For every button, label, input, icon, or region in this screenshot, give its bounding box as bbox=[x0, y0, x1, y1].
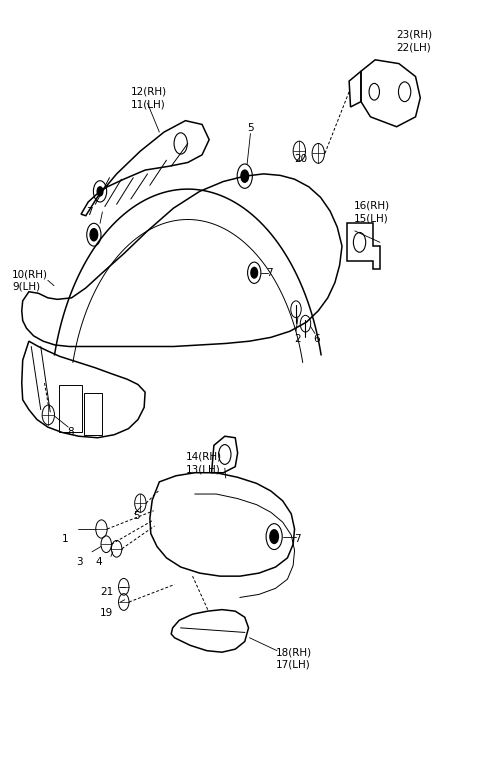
Text: 7: 7 bbox=[266, 268, 273, 278]
Circle shape bbox=[251, 267, 258, 278]
Text: 23(RH)
22(LH): 23(RH) 22(LH) bbox=[396, 30, 432, 52]
Circle shape bbox=[270, 530, 278, 543]
Circle shape bbox=[97, 187, 103, 196]
Text: 2: 2 bbox=[295, 334, 301, 344]
Text: 8: 8 bbox=[67, 427, 73, 437]
Circle shape bbox=[90, 228, 97, 241]
Text: 19: 19 bbox=[100, 607, 113, 617]
Text: 1: 1 bbox=[62, 534, 69, 544]
Text: 14(RH)
13(LH): 14(RH) 13(LH) bbox=[185, 452, 222, 474]
Text: 18(RH)
17(LH): 18(RH) 17(LH) bbox=[276, 647, 312, 669]
Text: 4: 4 bbox=[96, 557, 102, 567]
Text: 5: 5 bbox=[133, 511, 140, 521]
Bar bbox=[59, 385, 82, 433]
Text: 7: 7 bbox=[295, 534, 301, 544]
Text: 16(RH)
15(LH): 16(RH) 15(LH) bbox=[354, 201, 390, 223]
Text: 21: 21 bbox=[100, 587, 113, 597]
Text: 10(RH)
9(LH): 10(RH) 9(LH) bbox=[12, 269, 48, 292]
Text: 5: 5 bbox=[247, 123, 254, 133]
Text: 7: 7 bbox=[86, 207, 93, 217]
Text: 12(RH)
11(LH): 12(RH) 11(LH) bbox=[131, 87, 167, 109]
Text: 3: 3 bbox=[76, 557, 83, 567]
Text: 20: 20 bbox=[295, 154, 308, 164]
Circle shape bbox=[241, 170, 249, 182]
Bar bbox=[84, 393, 102, 435]
Text: 6: 6 bbox=[313, 334, 320, 344]
